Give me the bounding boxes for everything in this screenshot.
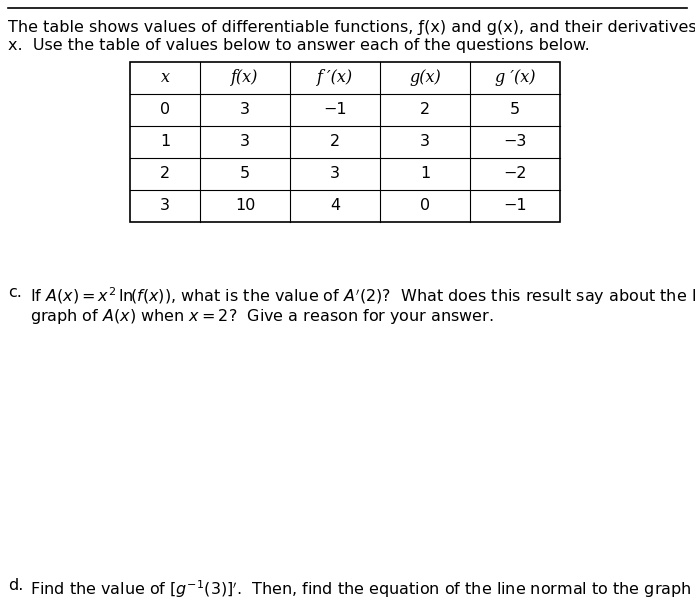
Text: x: x	[161, 70, 170, 87]
Text: 1: 1	[420, 167, 430, 181]
Text: 2: 2	[160, 167, 170, 181]
Text: 1: 1	[160, 134, 170, 150]
Text: 2: 2	[420, 103, 430, 117]
Text: −2: −2	[503, 167, 527, 181]
Text: 3: 3	[160, 199, 170, 213]
Text: −1: −1	[323, 103, 347, 117]
Text: 3: 3	[420, 134, 430, 150]
Text: Find the value of $[g^{-1}(3)]'$.  Then, find the equation of the line normal to: Find the value of $[g^{-1}(3)]'$. Then, …	[30, 578, 695, 600]
Bar	[130, 62, 560, 222]
Text: 3: 3	[330, 167, 340, 181]
Text: −3: −3	[503, 134, 527, 150]
Text: g ′(x): g ′(x)	[495, 70, 535, 87]
Text: 2: 2	[330, 134, 340, 150]
Text: f(x): f(x)	[231, 70, 259, 87]
Text: f ′(x): f ′(x)	[317, 70, 353, 87]
Text: 0: 0	[420, 199, 430, 213]
Text: 3: 3	[240, 134, 250, 150]
Text: 4: 4	[330, 199, 340, 213]
Text: 5: 5	[510, 103, 520, 117]
Text: 5: 5	[240, 167, 250, 181]
Text: 3: 3	[240, 103, 250, 117]
Text: If $A(x) = x^2\,\mathrm{ln}\!\left(f(x)\right)$, what is the value of $A'(2)$?  : If $A(x) = x^2\,\mathrm{ln}\!\left(f(x)\…	[30, 285, 695, 307]
Text: d.: d.	[8, 578, 24, 593]
Text: graph of $A(x)$ when $x = 2$?  Give a reason for your answer.: graph of $A(x)$ when $x = 2$? Give a rea…	[30, 307, 493, 326]
Text: 10: 10	[235, 199, 255, 213]
Text: x.  Use the table of values below to answer each of the questions below.: x. Use the table of values below to answ…	[8, 38, 590, 53]
Text: 0: 0	[160, 103, 170, 117]
Text: c.: c.	[8, 285, 22, 300]
Text: −1: −1	[503, 199, 527, 213]
Text: The table shows values of differentiable functions, ƒ(x) and g(x), and their der: The table shows values of differentiable…	[8, 20, 695, 35]
Text: g(x): g(x)	[409, 70, 441, 87]
